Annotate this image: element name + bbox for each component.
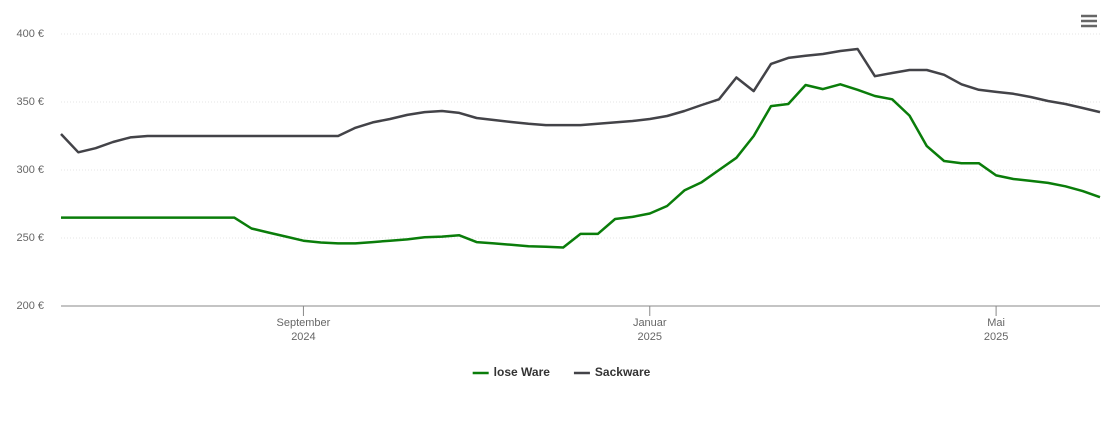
series-line — [61, 83, 1101, 249]
legend: lose Ware Sackware — [472, 365, 651, 379]
x-tick-label: Mai 2025 — [984, 317, 1008, 343]
menu-button[interactable] — [1078, 12, 1100, 32]
legend-label: lose Ware — [494, 365, 551, 379]
y-tick-label: 300 € — [16, 164, 44, 176]
legend-item[interactable]: Sackware — [573, 365, 651, 379]
x-tick-label: Januar 2025 — [633, 317, 667, 343]
y-tick-label: 400 € — [16, 28, 44, 40]
legend-item[interactable]: lose Ware — [472, 365, 551, 379]
x-tick-label: September 2024 — [277, 317, 331, 343]
series-line — [60, 47, 1101, 154]
legend-label: Sackware — [595, 365, 651, 379]
y-tick-label: 200 € — [16, 300, 44, 312]
y-tick-label: 250 € — [16, 232, 44, 244]
y-tick-label: 350 € — [16, 96, 44, 108]
